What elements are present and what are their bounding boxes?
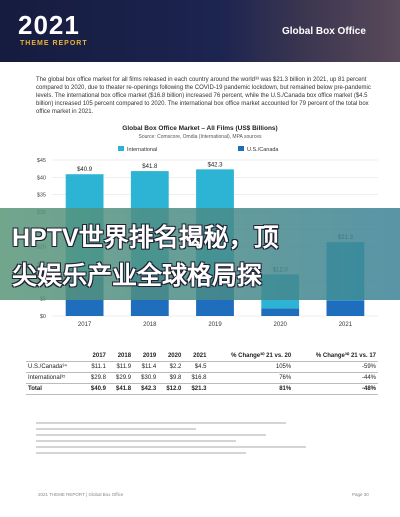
footnote-line	[36, 440, 236, 442]
bar	[261, 308, 300, 316]
table-cell: 2018	[107, 350, 134, 362]
table-cell: -59%	[293, 361, 378, 373]
banner-line: 尖娱乐产业全球格局探	[12, 262, 263, 290]
footer-right: Page 30	[352, 492, 369, 497]
table-cell: 2019	[133, 350, 159, 362]
table-row: Total $40.9 $41.8 $42.3 $12.0 $21.3 81% -48%	[26, 383, 378, 395]
bar	[326, 300, 365, 316]
table-cell: 81%	[208, 383, 294, 395]
table-cell: 76%	[208, 372, 294, 384]
section-title: Global Box Office	[282, 26, 366, 37]
table-cell: $12.0	[158, 383, 184, 395]
total-label: $41.8	[142, 164, 158, 170]
paragraph: The global box office market for all fil…	[36, 77, 371, 115]
table-cell	[26, 350, 83, 362]
banner: HPTV世界排名揭秘，顶 尖娱乐产业全球格局探	[0, 208, 400, 300]
legend-label: International	[127, 147, 157, 153]
table-cell: $16.8	[183, 372, 209, 384]
y-tick-label: $40	[37, 175, 46, 181]
footnote-line	[36, 452, 246, 454]
y-tick-label: $35	[37, 193, 46, 199]
table-cell: 2021	[183, 350, 209, 362]
x-tick-label: 2021	[339, 322, 353, 328]
table-cell: $11.4	[133, 361, 159, 373]
table-cell: $4.5	[183, 361, 209, 373]
report-year: 2021	[18, 10, 80, 40]
legend-swatch	[118, 146, 124, 151]
x-tick-label: 2020	[274, 322, 288, 328]
y-tick-label: $45	[37, 158, 46, 164]
data-table: 2017 2018 2019 2020 2021% Change³⁰ 21 vs. 20…	[26, 350, 378, 395]
x-tick-label: 2017	[78, 322, 92, 328]
table-cell: 2020	[158, 350, 184, 362]
table-cell: -48%	[293, 383, 378, 395]
footnote-line	[36, 428, 196, 430]
table-cell: $42.3	[133, 383, 159, 395]
table-row: International³⁵ $29.8 $29.9 $30.9 $9.8 $16.8 7…	[26, 372, 378, 384]
table-cell: $9.8	[158, 372, 184, 384]
chart-title: Global Box Office Market – All Films (US…	[122, 125, 277, 132]
table-cell: $40.9	[82, 383, 108, 395]
table-row: 2017 2018 2019 2020 2021% Change³⁰ 21 vs. 20…	[26, 350, 378, 362]
legend-swatch	[238, 146, 244, 151]
table-cell: 105%	[208, 361, 294, 373]
table-cell: $30.9	[133, 372, 159, 384]
footer-left: 2021 THEME REPORT | Global Box Office	[38, 492, 124, 497]
table-row: U.S./Canada³⁴ $11.1 $11.9 $11.4 $2.2 $4.5 105%…	[26, 361, 378, 373]
chart-subtitle: Source: Comscore, Omdia (International),…	[138, 134, 262, 140]
table-cell: Total	[26, 383, 83, 395]
table-cell: $29.9	[107, 372, 134, 384]
table-cell: $21.3	[183, 383, 209, 395]
x-tick-label: 2018	[143, 322, 157, 328]
footnote-line	[36, 422, 286, 424]
table-cell: $2.2	[158, 361, 184, 373]
total-label: $42.3	[207, 162, 223, 168]
header: 2021 THEME REPORT Global Box Office	[0, 0, 400, 62]
table-cell: $41.8	[107, 383, 134, 395]
total-label: $40.9	[77, 167, 93, 173]
table-cell: 2017	[82, 350, 108, 362]
table-cell: % Change³⁰ 21 vs. 17	[293, 350, 378, 362]
table-cell: -44%	[293, 372, 378, 384]
legend-label: U.S./Canada	[247, 147, 279, 153]
table-cell: $29.8	[82, 372, 108, 384]
table-cell: International³⁵	[26, 372, 83, 384]
y-tick-label: $0	[40, 314, 46, 320]
report-name: THEME REPORT	[20, 40, 88, 47]
table-cell: $11.1	[82, 361, 108, 373]
banner-line: HPTV世界排名揭秘，顶	[12, 224, 279, 252]
x-tick-label: 2019	[208, 322, 222, 328]
table-cell: $11.9	[107, 361, 134, 373]
table-cell: % Change³⁰ 21 vs. 20	[208, 350, 294, 362]
table-cell: U.S./Canada³⁴	[26, 361, 83, 373]
footnote-line	[36, 446, 306, 448]
footnote-line	[36, 434, 266, 436]
